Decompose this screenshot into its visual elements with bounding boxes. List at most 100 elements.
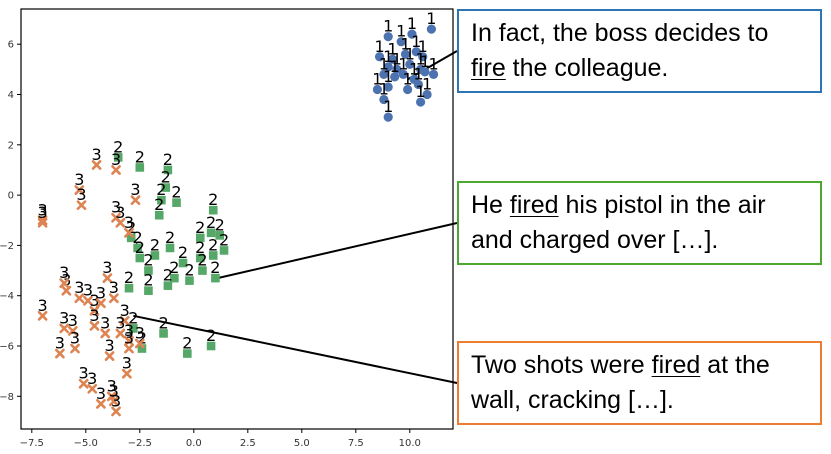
data-point — [37, 215, 48, 226]
data-point — [54, 348, 65, 359]
point-label: 3 — [55, 334, 65, 353]
data-point — [119, 315, 130, 326]
point-label: 2 — [126, 218, 136, 237]
y-axis: −8 −6 −4 −2 0 2 4 6 — [0, 40, 21, 403]
x-tick-label: 0.0 — [186, 438, 202, 449]
point-label: 3 — [122, 354, 132, 373]
point-label: 3 — [74, 170, 84, 189]
callout-text: He fired his pistol in the air and charge… — [471, 188, 766, 258]
data-point — [219, 246, 229, 255]
data-point — [129, 324, 138, 333]
data-point — [163, 165, 173, 175]
data-point — [144, 286, 153, 295]
callout-connectors — [133, 50, 458, 384]
data-point — [126, 233, 136, 243]
point-label: 1 — [409, 59, 419, 78]
data-point — [403, 84, 413, 95]
point-label: 3 — [59, 263, 69, 282]
data-point — [133, 243, 142, 253]
y-tick-label: 2 — [8, 140, 14, 151]
text-segment: He — [471, 191, 510, 219]
data-point — [420, 67, 430, 77]
text-segment: his pistol in the air — [558, 191, 766, 219]
data-point — [124, 227, 134, 238]
point-label: 3 — [74, 278, 84, 297]
point-label: 3 — [38, 203, 48, 222]
data-point — [61, 285, 72, 296]
data-point — [398, 69, 408, 79]
point-label: 3 — [100, 313, 110, 332]
callout-line: wall, cracking […]. — [471, 383, 770, 418]
point-label: 1 — [372, 69, 382, 88]
callout-fired-pistol: He fired his pistol in the air and charge… — [457, 181, 822, 265]
point-label: 3 — [89, 306, 99, 325]
callout-connector-line — [217, 222, 458, 280]
point-label: 1 — [379, 54, 389, 73]
data-point — [83, 295, 93, 306]
data-point — [104, 351, 115, 361]
text-segment: and charged over […]. — [471, 226, 719, 254]
callout-connector-line — [407, 50, 458, 81]
point-label: 3 — [120, 301, 130, 320]
point-label: 2 — [206, 213, 216, 232]
data-point — [178, 258, 188, 268]
point-label: 3 — [109, 381, 119, 400]
data-point — [37, 310, 48, 321]
data-point — [150, 251, 160, 260]
text-segment: Two shots were — [471, 351, 652, 379]
point-label: 2 — [154, 195, 164, 214]
data-point — [208, 205, 218, 215]
data-point — [396, 37, 406, 47]
point-label: 3 — [87, 369, 97, 388]
data-point — [374, 52, 385, 62]
data-point — [108, 396, 119, 407]
point-label: 1 — [422, 75, 432, 94]
point-label: 2 — [113, 137, 123, 156]
data-point — [134, 338, 145, 349]
data-point — [111, 165, 121, 175]
point-label: 1 — [392, 49, 402, 68]
data-point — [154, 210, 164, 220]
data-point — [211, 273, 220, 283]
data-point — [387, 54, 398, 64]
point-label: 1 — [426, 9, 436, 28]
callout-line: In fact, the boss decides to — [471, 16, 768, 51]
data-point — [379, 94, 389, 105]
data-point — [379, 69, 389, 79]
data-point — [383, 112, 393, 122]
y-tick-label: −4 — [0, 291, 14, 302]
data-point — [78, 378, 89, 389]
point-label: 3 — [124, 213, 134, 232]
data-point — [392, 64, 402, 74]
point-label: 3 — [124, 329, 134, 348]
callout-line: He fired his pistol in the air — [471, 188, 766, 223]
point-label: 3 — [96, 283, 106, 302]
y-tick-label: 6 — [8, 40, 14, 51]
point-label: 3 — [111, 150, 121, 169]
point-label: 1 — [383, 47, 393, 66]
point-label: 2 — [133, 228, 143, 247]
point-label: 2 — [210, 258, 220, 277]
point-label: 2 — [124, 268, 134, 287]
point-label: 1 — [416, 82, 426, 101]
point-label: 2 — [156, 180, 166, 199]
point-label: 2 — [184, 261, 194, 280]
callout-line: fire the colleague. — [471, 51, 768, 86]
data-point — [74, 293, 85, 304]
data-point — [87, 383, 98, 394]
x-tick-label: −2.5 — [128, 438, 152, 449]
point-label: 1 — [383, 17, 393, 36]
point-label: 2 — [150, 235, 160, 254]
data-point — [100, 328, 111, 339]
point-label: 2 — [161, 168, 171, 187]
data-point — [422, 89, 432, 100]
text-segment: the colleague. — [505, 54, 669, 82]
data-point — [170, 273, 179, 283]
data-point — [383, 82, 393, 92]
point-label: 2 — [195, 218, 205, 237]
